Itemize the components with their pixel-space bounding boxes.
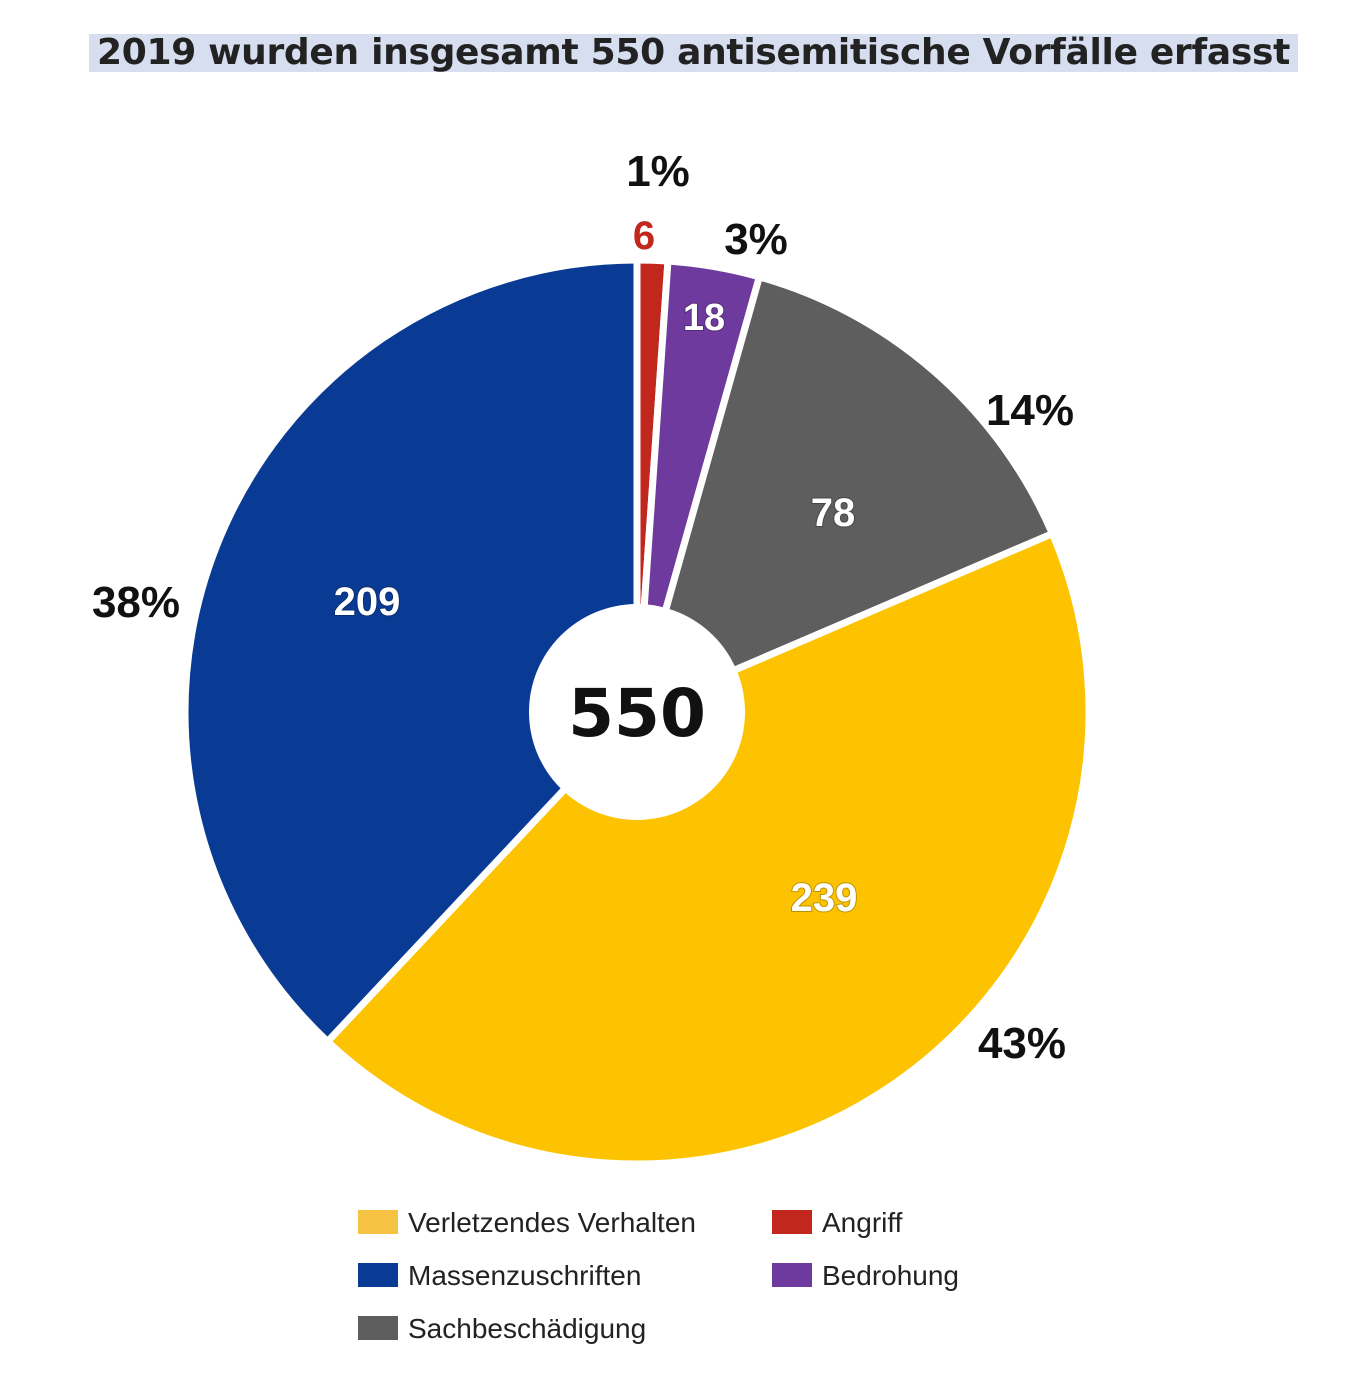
legend-swatch-angriff xyxy=(772,1210,812,1234)
value-label-massenzuschriften: 209 xyxy=(334,580,401,624)
percent-label-verletzendes-verhalten: 43% xyxy=(978,1019,1066,1068)
percent-label-angriff: 1% xyxy=(626,147,690,196)
legend-label-bedrohung: Bedrohung xyxy=(822,1260,959,1291)
legend-swatch-sachbeschaedigung xyxy=(358,1316,398,1340)
legend-swatch-bedrohung xyxy=(772,1263,812,1287)
chart-title: 2019 wurden insgesamt 550 antisemitische… xyxy=(96,32,1291,73)
percent-label-massenzuschriften: 38% xyxy=(92,578,180,627)
value-label-verletzendes-verhalten: 239 xyxy=(791,876,858,920)
value-label-angriff: 6 xyxy=(633,214,655,258)
legend-label-sachbeschaedigung: Sachbeschädigung xyxy=(408,1313,646,1344)
center-total-label: 550 xyxy=(568,675,706,752)
legend-swatch-massenzuschriften xyxy=(358,1263,398,1287)
value-label-sachbeschaedigung: 78 xyxy=(811,491,856,535)
slice-sachbeschaedigung xyxy=(633,273,1056,716)
legend-label-verletzendes-verhalten: Verletzendes Verhalten xyxy=(408,1207,696,1238)
slice-verletzendes-verhalten xyxy=(324,530,1093,1168)
legend-label-angriff: Angriff xyxy=(822,1207,903,1238)
legend: Verletzendes Verhalten Angriff Massenzusch… xyxy=(358,1207,959,1344)
percent-label-sachbeschaedigung: 14% xyxy=(986,386,1074,435)
title-highlight: 2019 wurden insgesamt 550 antisemitische… xyxy=(89,34,1298,72)
pie-slices xyxy=(181,256,1093,1168)
legend-label-massenzuschriften: Massenzuschriften xyxy=(408,1260,641,1291)
value-label-bedrohung: 18 xyxy=(683,297,725,339)
slice-massenzuschriften xyxy=(181,256,641,1045)
slice-labels: 1% 6 3% 18 14% 78 43% 239 38% 209 xyxy=(92,147,1074,1068)
percent-label-bedrohung: 3% xyxy=(724,215,788,264)
donut-hole xyxy=(529,604,745,820)
legend-swatch-verletzendes-verhalten xyxy=(358,1210,398,1234)
